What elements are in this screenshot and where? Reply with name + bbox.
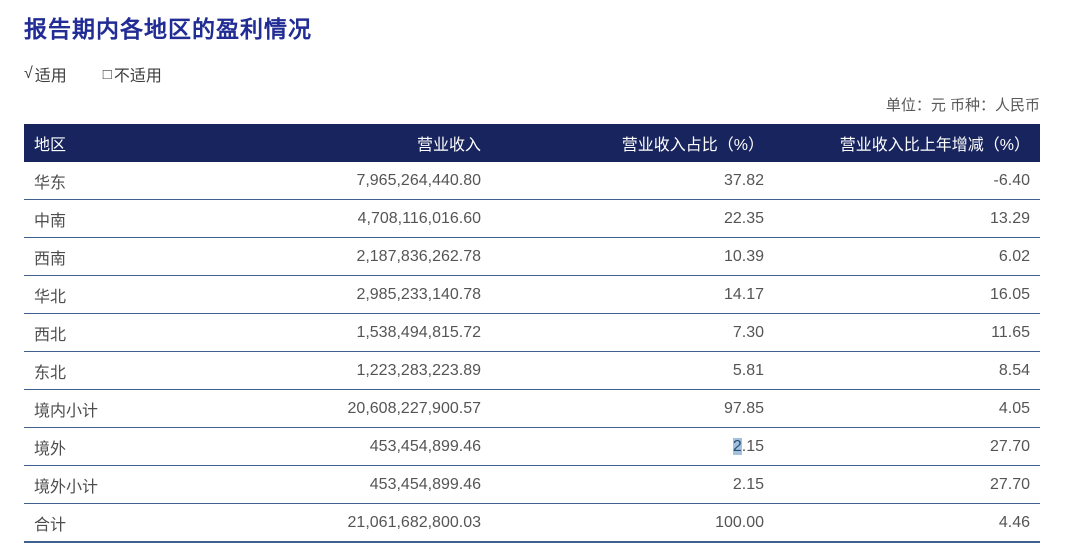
- unit-currency-note: 单位：元 币种：人民币: [885, 97, 1040, 114]
- revenue-cell: 1,223,283,223.89: [264, 351, 482, 390]
- selected-text-highlight: 2: [732, 437, 742, 455]
- region-cell: 境内小计: [24, 389, 264, 428]
- table-row: 合计 21,061,682,800.03 100.00 4.46: [24, 503, 1040, 543]
- column-header-revenue: 营业收入: [264, 124, 482, 162]
- check-icon: √: [24, 65, 33, 82]
- region-cell: 境外: [24, 427, 264, 466]
- region-cell: 华北: [24, 275, 264, 314]
- not-applicable-option: □ 不适用: [103, 62, 162, 86]
- table-row: 华东 7,965,264,440.80 37.82 -6.40: [24, 162, 1040, 200]
- region-cell: 华东: [24, 162, 264, 200]
- yoy-cell: -6.40: [765, 162, 1040, 200]
- not-applicable-label: 不适用: [113, 68, 162, 85]
- applicable-option: √ 适用: [24, 62, 67, 86]
- region-cell: 东北: [24, 351, 264, 390]
- revenue-cell: 4,708,116,016.60: [264, 199, 482, 238]
- share-cell: 14.17: [482, 275, 765, 314]
- region-cell: 西北: [24, 313, 264, 352]
- table-header: 地区 营业收入 营业收入占比（%） 营业收入比上年增减（%）: [24, 124, 1040, 162]
- revenue-cell: 2,187,836,262.78: [264, 237, 482, 276]
- revenue-cell: 21,061,682,800.03: [264, 503, 482, 543]
- table-row: 东北 1,223,283,223.89 5.81 8.54: [24, 351, 1040, 390]
- column-header-yoy: 营业收入比上年增减（%）: [765, 124, 1040, 162]
- applicable-label: 适用: [34, 68, 67, 85]
- revenue-cell: 453,454,899.46: [264, 465, 482, 504]
- yoy-cell: 4.46: [765, 503, 1040, 543]
- revenue-cell: 1,538,494,815.72: [264, 313, 482, 352]
- header-row: 地区 营业收入 营业收入占比（%） 营业收入比上年增减（%）: [24, 124, 1040, 162]
- region-profit-table: 地区 营业收入 营业收入占比（%） 营业收入比上年增减（%） 华东 7,965,2…: [24, 124, 1040, 543]
- table-row: 西南 2,187,836,262.78 10.39 6.02: [24, 237, 1040, 276]
- yoy-cell: 27.70: [765, 427, 1040, 466]
- share-cell: 10.39: [482, 237, 765, 276]
- region-cell: 合计: [24, 503, 264, 543]
- table-row: 西北 1,538,494,815.72 7.30 11.65: [24, 313, 1040, 352]
- share-cell: 100.00: [482, 503, 765, 543]
- table-row: 华北 2,985,233,140.78 14.17 16.05: [24, 275, 1040, 314]
- share-cell: 5.81: [482, 351, 765, 390]
- share-cell: 22.35: [482, 199, 765, 238]
- table-row: 境外小计 453,454,899.46 2.15 27.70: [24, 465, 1040, 504]
- table-row: 境内小计 20,608,227,900.57 97.85 4.05: [24, 389, 1040, 428]
- table-row: 中南 4,708,116,016.60 22.35 13.29: [24, 199, 1040, 238]
- revenue-cell: 2,985,233,140.78: [264, 275, 482, 314]
- region-cell: 西南: [24, 237, 264, 276]
- yoy-cell: 11.65: [765, 313, 1040, 352]
- column-header-share: 营业收入占比（%）: [482, 124, 765, 162]
- revenue-cell: 453,454,899.46: [264, 427, 482, 466]
- yoy-cell: 6.02: [765, 237, 1040, 276]
- yoy-cell: 8.54: [765, 351, 1040, 390]
- region-cell: 境外小计: [24, 465, 264, 504]
- table-row: 境外 453,454,899.46 2.15 27.70: [24, 427, 1040, 466]
- share-cell: 2.15: [482, 465, 765, 504]
- share-cell: 97.85: [482, 389, 765, 428]
- column-header-region: 地区: [24, 124, 264, 162]
- yoy-cell: 16.05: [765, 275, 1040, 314]
- share-cell: 7.30: [482, 313, 765, 352]
- yoy-cell: 27.70: [765, 465, 1040, 504]
- table-body: 华东 7,965,264,440.80 37.82 -6.40 中南 4,708,116,…: [24, 162, 1040, 543]
- page-title: 报告期内各地区的盈利情况: [24, 16, 312, 42]
- revenue-cell: 7,965,264,440.80: [264, 162, 482, 200]
- yoy-cell: 4.05: [765, 389, 1040, 428]
- region-cell: 中南: [24, 199, 264, 238]
- report-page: 报告期内各地区的盈利情况 √ 适用 □ 不适用 单位：元 币种：人民币 地区 营…: [24, 16, 1040, 543]
- yoy-cell: 13.29: [765, 199, 1040, 238]
- share-cell: 37.82: [482, 162, 765, 200]
- share-cell: 2.15: [482, 427, 765, 466]
- applicability-row: √ 适用 □ 不适用: [24, 62, 1040, 86]
- empty-checkbox-icon: □: [102, 65, 112, 83]
- revenue-cell: 20,608,227,900.57: [264, 389, 482, 428]
